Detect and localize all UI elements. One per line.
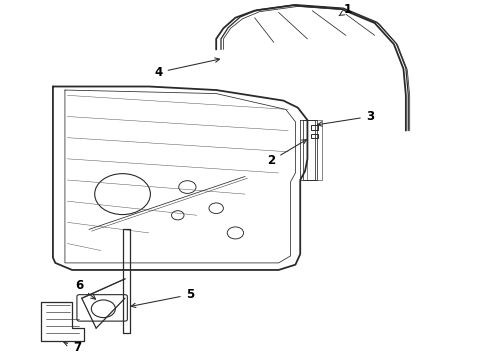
Text: 2: 2	[268, 140, 306, 167]
Text: 7: 7	[64, 341, 81, 354]
Bar	[311, 134, 318, 138]
Bar	[311, 125, 318, 130]
Text: 6: 6	[75, 279, 96, 299]
Text: 3: 3	[318, 110, 374, 126]
Text: 4: 4	[154, 58, 220, 79]
Text: 1: 1	[339, 4, 352, 17]
Text: 5: 5	[131, 288, 194, 307]
